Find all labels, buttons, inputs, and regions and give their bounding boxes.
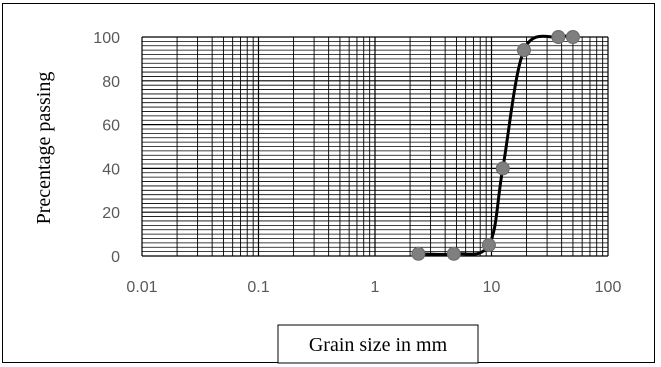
data-points	[411, 30, 580, 261]
x-tick-label: 100	[595, 279, 622, 296]
y-tick-label: 80	[102, 74, 120, 91]
y-axis-title: Precentage passing	[33, 72, 55, 225]
x-axis-title-box	[277, 324, 479, 364]
grid-lines	[141, 36, 609, 257]
y-tick-label: 60	[102, 118, 120, 135]
data-point	[411, 246, 426, 261]
x-tick-label: 10	[483, 279, 501, 296]
y-tick-label: 100	[93, 30, 120, 47]
x-tick-label: 1	[371, 279, 380, 296]
gradation-curve	[418, 34, 574, 256]
x-axis-ticks: 0.01 0.1 1 10 100	[126, 279, 621, 296]
data-point	[446, 246, 461, 261]
data-point	[551, 30, 566, 44]
x-tick-label: 0.1	[247, 279, 269, 296]
x-tick-label: 0.01	[126, 279, 157, 296]
data-point	[481, 238, 496, 253]
data-point	[495, 161, 510, 176]
y-tick-label: 40	[102, 161, 120, 178]
y-axis-ticks: 0 20 40 60 80 100	[93, 30, 120, 266]
data-point	[565, 30, 580, 44]
y-tick-label: 20	[102, 205, 120, 222]
data-point	[516, 43, 531, 58]
x-axis-title: Grain size in mm	[309, 334, 448, 356]
y-tick-label: 0	[111, 249, 120, 266]
